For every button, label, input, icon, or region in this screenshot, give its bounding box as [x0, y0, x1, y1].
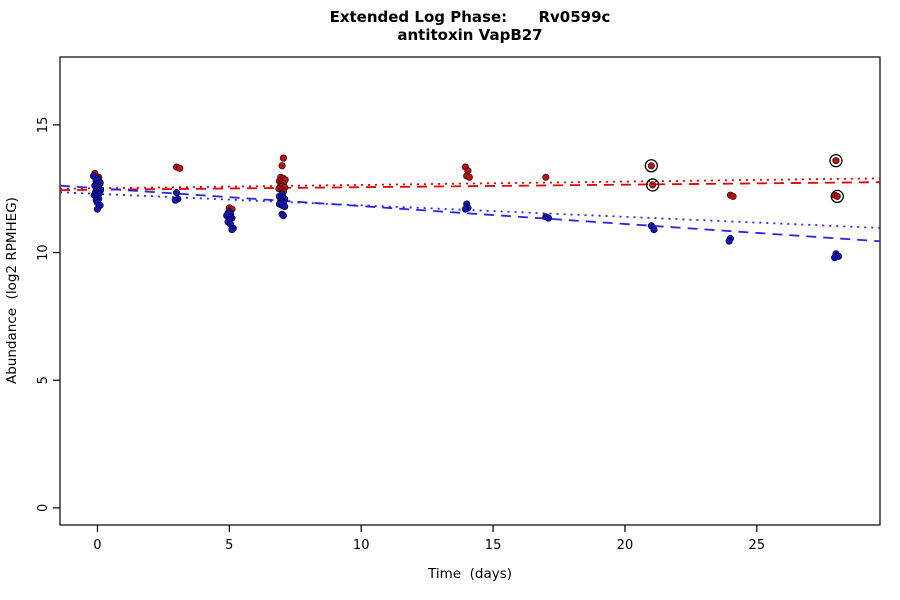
data-point: [832, 157, 840, 165]
data-point: [173, 189, 181, 197]
red-dashed-fit: [59, 181, 881, 192]
x-axis-label: Time (days): [427, 566, 513, 582]
x-tick-label: 15: [485, 538, 502, 553]
y-axis-label: Abundance (log2 RPMHEG): [4, 197, 20, 385]
x-tick-label: 5: [225, 538, 233, 553]
x-tick-label: 0: [93, 538, 101, 553]
x-tick-label: 10: [353, 538, 370, 553]
x-tick-label: 20: [617, 538, 634, 553]
data-point: [461, 205, 469, 213]
data-point: [649, 181, 657, 189]
data-point: [833, 192, 841, 200]
data-point: [465, 173, 473, 181]
data-point: [279, 212, 287, 220]
data-point: [647, 162, 655, 170]
data-point: [279, 154, 287, 162]
axes: 0 5 10 15 20 25 0 5 10 15: [36, 56, 881, 553]
blue-dashed-fit: [59, 184, 881, 243]
data-point: [228, 226, 236, 234]
highlight-circle: [644, 159, 658, 173]
data-point: [650, 226, 658, 234]
highlight-circle: [830, 189, 844, 204]
data-point: [171, 196, 179, 204]
data-point: [93, 205, 102, 213]
x-tick-label: 25: [749, 538, 766, 553]
data-point: [831, 254, 839, 262]
data-point: [281, 203, 289, 211]
y-tick-label: 15: [36, 117, 51, 134]
y-tick-label: 5: [36, 376, 51, 384]
data-point: [176, 164, 184, 172]
trend-lines: [59, 177, 881, 243]
data-point: [542, 173, 550, 181]
data-point: [544, 214, 553, 222]
plot-box: [59, 56, 881, 526]
data-point: [725, 237, 733, 245]
y-tick-label: 10: [36, 244, 51, 261]
highlight-circle: [645, 178, 660, 192]
data-point: [278, 162, 286, 170]
blue-series-points: [89, 172, 843, 262]
y-tick-label: 0: [36, 504, 51, 512]
data-point: [729, 192, 737, 200]
circled-points: [644, 154, 844, 204]
highlight-circle: [829, 154, 843, 168]
